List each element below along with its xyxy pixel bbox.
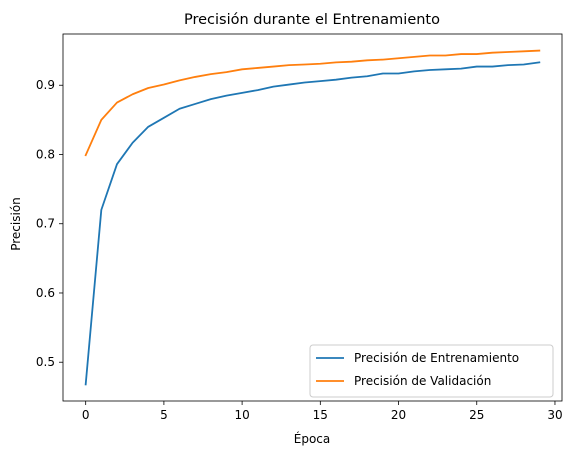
x-tick-label: 25 (469, 408, 484, 422)
legend: Precisión de Entrenamiento Precisión de … (309, 344, 554, 398)
x-axis-ticks: 0 5 10 15 20 25 30 (82, 401, 563, 422)
y-tick-label: 0.5 (36, 355, 55, 369)
x-tick-label: 30 (547, 408, 562, 422)
x-axis-label: Época (294, 431, 331, 446)
plot-area (62, 33, 563, 402)
x-tick-label: 5 (160, 408, 168, 422)
plot-frame (62, 33, 563, 402)
x-tick-label: 15 (313, 408, 328, 422)
chart-title: Precisión durante el Entrenamiento (184, 12, 440, 28)
y-tick-label: 0.8 (36, 147, 55, 161)
series-layer (84, 49, 541, 386)
series-line-training (84, 61, 541, 386)
series-line-validation (84, 49, 541, 157)
x-tick-label: 10 (234, 408, 249, 422)
y-axis-ticks: 0.5 0.6 0.7 0.8 0.9 (36, 78, 63, 369)
y-tick-label: 0.9 (36, 78, 55, 92)
y-tick-label: 0.7 (36, 217, 55, 231)
x-tick-label: 0 (82, 408, 90, 422)
y-tick-label: 0.6 (36, 286, 55, 300)
legend-label-training: Precisión de Entrenamiento (354, 351, 519, 365)
x-tick-label: 20 (391, 408, 406, 422)
y-axis-label: Precisión (9, 197, 23, 251)
legend-label-validation: Precisión de Validación (354, 374, 491, 388)
legend-box (309, 344, 554, 398)
